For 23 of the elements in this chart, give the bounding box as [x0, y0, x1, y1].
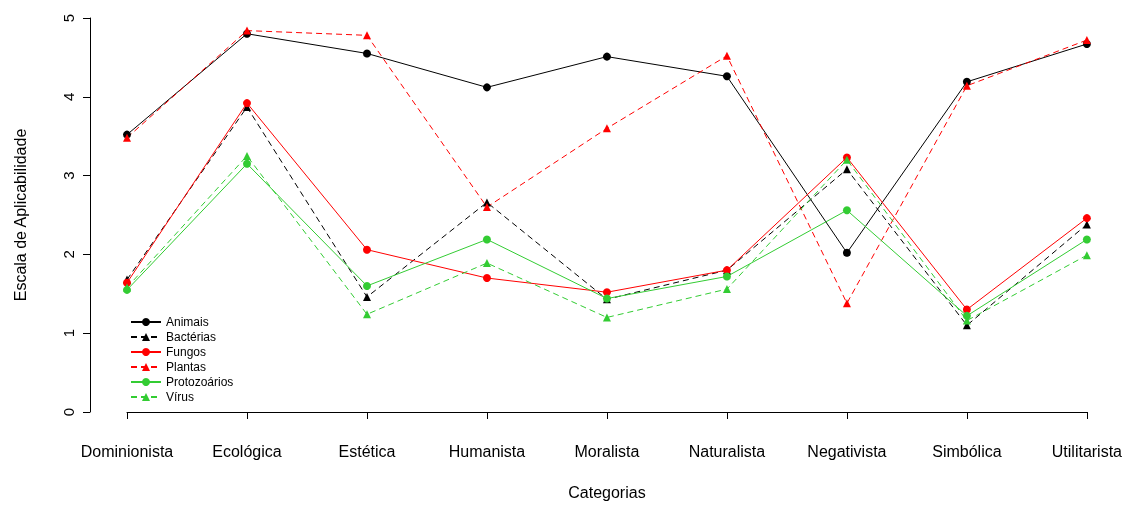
y-tick-label: 2: [60, 250, 77, 259]
x-tick-label: Humanista: [448, 442, 526, 460]
legend-label: Vírus: [166, 390, 195, 404]
x-axis-title: Categorias: [568, 483, 646, 501]
y-axis-title: Escala de Aplicabilidade: [11, 128, 29, 302]
legend-label: Animais: [166, 315, 209, 329]
x-tick-label: Naturalista: [688, 442, 766, 460]
x-tick-label: Simbólica: [932, 442, 1002, 460]
x-tick-label: Estética: [338, 442, 396, 460]
x-tick-label: Negativista: [807, 442, 887, 460]
x-tick-label: Dominionista: [80, 442, 174, 460]
y-tick-label: 3: [60, 171, 77, 180]
x-tick-label: Utilitarista: [1051, 442, 1123, 460]
y-tick-label: 4: [60, 92, 77, 101]
y-tick-label: 1: [60, 329, 77, 338]
y-tick-label: 5: [60, 13, 77, 23]
legend-label: Protozoários: [166, 375, 234, 389]
legend-label: Plantas: [166, 360, 207, 374]
legend-label: Bactérias: [166, 330, 217, 344]
x-tick-label: Ecológica: [212, 442, 282, 460]
x-tick-label: Moralista: [574, 442, 640, 460]
y-tick-label: 0: [60, 407, 77, 417]
legend-label: Fungos: [166, 345, 207, 359]
